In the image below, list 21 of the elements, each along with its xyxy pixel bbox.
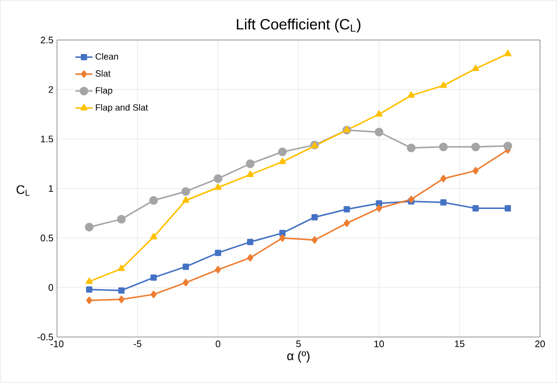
x-tick-label: 20 — [535, 340, 545, 348]
y-tick-label: 2 — [48, 86, 54, 93]
legend-label: Flap — [96, 87, 112, 96]
y-tick-label: 1 — [48, 185, 54, 192]
x-tick-label: 10 — [374, 340, 384, 348]
x-tick-label: 15 — [454, 340, 464, 348]
x-axis-title: α (º) — [287, 351, 310, 363]
y-tick-label: 0.5 — [40, 234, 54, 242]
legend-label: Slat — [96, 70, 111, 77]
x-tick-label: -5 — [134, 340, 142, 348]
y-tick-label: 1.5 — [41, 136, 54, 142]
x-tick-label: 5 — [296, 340, 301, 348]
y-tick-label: 2.5 — [40, 36, 54, 44]
y-tick-label: -0.5 — [38, 334, 54, 340]
legend-label: Clean — [96, 53, 118, 60]
x-tick-label: 0 — [216, 340, 220, 348]
x-tick-label: -10 — [50, 340, 64, 348]
y-tick-label: 0 — [48, 284, 54, 291]
legend-label: Flap and Slat — [96, 104, 148, 112]
y-axis-title: C$_{L}$ — [16, 185, 30, 196]
chart-title: Lift Coefficient (C$_{L}$) — [236, 18, 360, 32]
